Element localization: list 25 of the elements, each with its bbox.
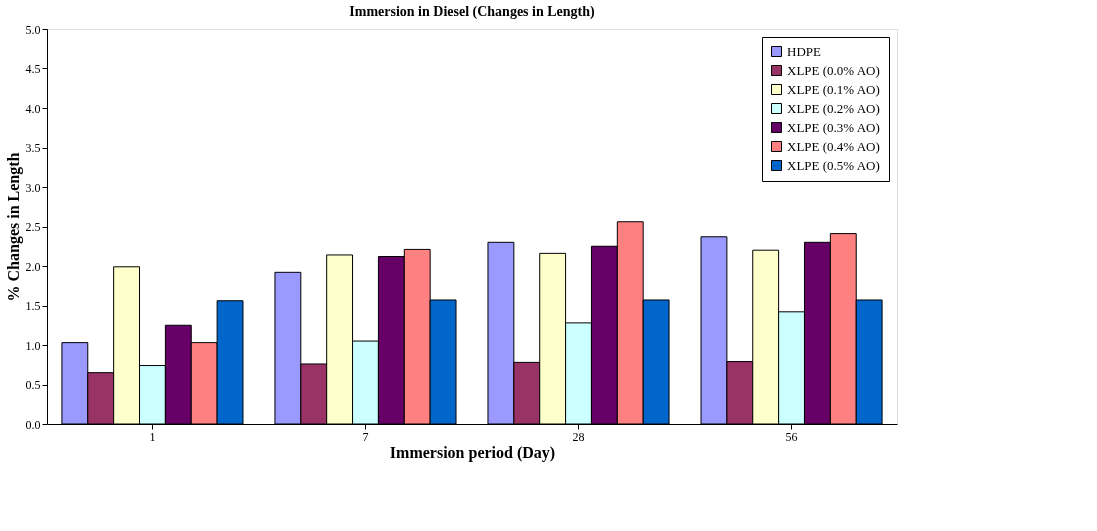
legend-label: HDPE — [787, 43, 822, 59]
y-tick-label: 1.5 — [25, 299, 41, 313]
y-tick-label: 4.0 — [25, 101, 41, 116]
x-tick-label: 28 — [572, 429, 585, 444]
legend-label: XLPE (0.2% AO) — [787, 100, 880, 116]
y-tick-label: 0.5 — [25, 378, 41, 392]
y-tick-label: 3.5 — [25, 141, 41, 155]
chart-title: Immersion in Diesel (Changes in Length) — [349, 4, 596, 20]
y-tick-label: 2.5 — [25, 220, 41, 234]
y-tick-label: 2.0 — [25, 259, 41, 274]
x-tick-label: 56 — [785, 429, 798, 444]
y-tick-label: 4.5 — [25, 62, 41, 76]
y-tick-label: 1.0 — [25, 338, 41, 353]
legend-label: XLPE (0.3% AO) — [787, 119, 880, 135]
legend-label: XLPE (0.1% AO) — [787, 81, 880, 97]
y-tick-label: 0.0 — [25, 417, 41, 432]
x-tick-label: 1 — [149, 429, 156, 444]
x-tick-label: 7 — [362, 429, 369, 444]
y-axis-title: % Changes in Length — [4, 152, 23, 302]
y-tick-label: 5.0 — [25, 22, 41, 37]
legend-label: XLPE (0.5% AO) — [787, 157, 880, 173]
legend-label: XLPE (0.4% AO) — [787, 138, 880, 154]
x-axis-title: Immersion period (Day) — [389, 443, 556, 462]
y-tick-label: 3.0 — [25, 180, 41, 195]
legend-label: XLPE (0.0% AO) — [787, 62, 880, 78]
